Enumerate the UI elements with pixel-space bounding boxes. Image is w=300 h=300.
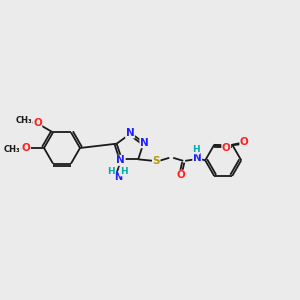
Text: O: O [240, 137, 249, 147]
Text: S: S [152, 156, 160, 166]
Text: O: O [222, 143, 231, 153]
Text: O: O [177, 170, 186, 180]
Text: N: N [140, 138, 149, 148]
Text: H: H [120, 167, 127, 176]
Text: O: O [22, 143, 30, 153]
Text: CH₃: CH₃ [4, 145, 20, 154]
Text: H: H [107, 167, 115, 176]
Text: CH₃: CH₃ [15, 116, 32, 125]
Text: N: N [193, 153, 202, 163]
Text: H: H [192, 145, 200, 154]
Text: N: N [116, 155, 125, 165]
Text: N: N [114, 172, 122, 182]
Text: O: O [33, 118, 42, 128]
Text: N: N [126, 128, 134, 138]
